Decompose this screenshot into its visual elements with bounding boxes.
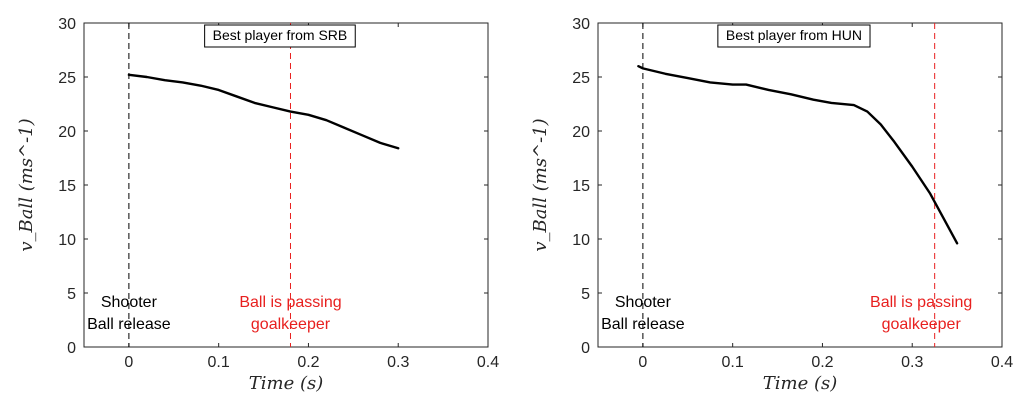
chart-left: 0 0.1 0.2 0.3 0.4 0 5 10 15 20 25 30 Shooter Ball rel… — [16, 16, 499, 394]
x-axis-label: Time (s) — [249, 373, 324, 394]
y-tick-label: 20 — [58, 124, 76, 141]
y-tick-label: 25 — [572, 70, 590, 87]
series-line — [637, 64, 959, 245]
y-tick-label: 15 — [58, 178, 76, 195]
chart-title: Best player from SRB — [213, 27, 348, 43]
x-tick-label: 0.1 — [208, 354, 230, 371]
y-tick-label: 30 — [58, 16, 76, 33]
x-tick-label: 0.2 — [297, 354, 319, 371]
chart-title: Best player from HUN — [726, 27, 862, 43]
x-tick-label: 0.1 — [722, 354, 744, 371]
title-box — [717, 24, 871, 48]
y-axis-label: v_Ball (ms^-1) — [16, 118, 37, 251]
x-tick-label: 0.4 — [477, 354, 499, 371]
y-tick-label: 5 — [67, 286, 76, 303]
annotation-text: Shooter — [615, 294, 672, 311]
x-tick-label: 0 — [124, 354, 133, 371]
annotation-text: Shooter — [101, 294, 158, 311]
y-tick-label: 0 — [581, 340, 590, 357]
annotation-text: goalkeeper — [251, 316, 331, 333]
y-axis-label: v_Ball (ms^-1) — [530, 118, 551, 251]
annotation-text: Ball release — [601, 316, 685, 333]
x-tick-label: 0.3 — [387, 354, 409, 371]
x-tick-label: 0.3 — [901, 354, 923, 371]
x-tick-label: 0.2 — [811, 354, 833, 371]
series-line — [127, 73, 400, 150]
y-tick-label: 5 — [581, 286, 590, 303]
y-tick-label: 10 — [58, 232, 76, 249]
y-tick-label: 30 — [572, 16, 590, 33]
annotation-text: Ball is passing — [870, 294, 972, 311]
annotation-text: Ball release — [87, 316, 171, 333]
annotation-text: Ball is passing — [239, 294, 341, 311]
y-tick-label: 15 — [572, 178, 590, 195]
x-axis-label: Time (s) — [763, 373, 838, 394]
annotation-text: goalkeeper — [882, 316, 962, 333]
y-tick-label: 25 — [58, 70, 76, 87]
x-tick-label: 0 — [638, 354, 647, 371]
y-tick-label: 20 — [572, 124, 590, 141]
title-box — [204, 24, 356, 48]
y-tick-label: 0 — [67, 340, 76, 357]
chart-right: 0 0.1 0.2 0.3 0.4 0 5 10 15 20 25 30 Shooter Ball rel… — [530, 16, 1013, 394]
y-tick-label: 10 — [572, 232, 590, 249]
x-tick-label: 0.4 — [991, 354, 1013, 371]
